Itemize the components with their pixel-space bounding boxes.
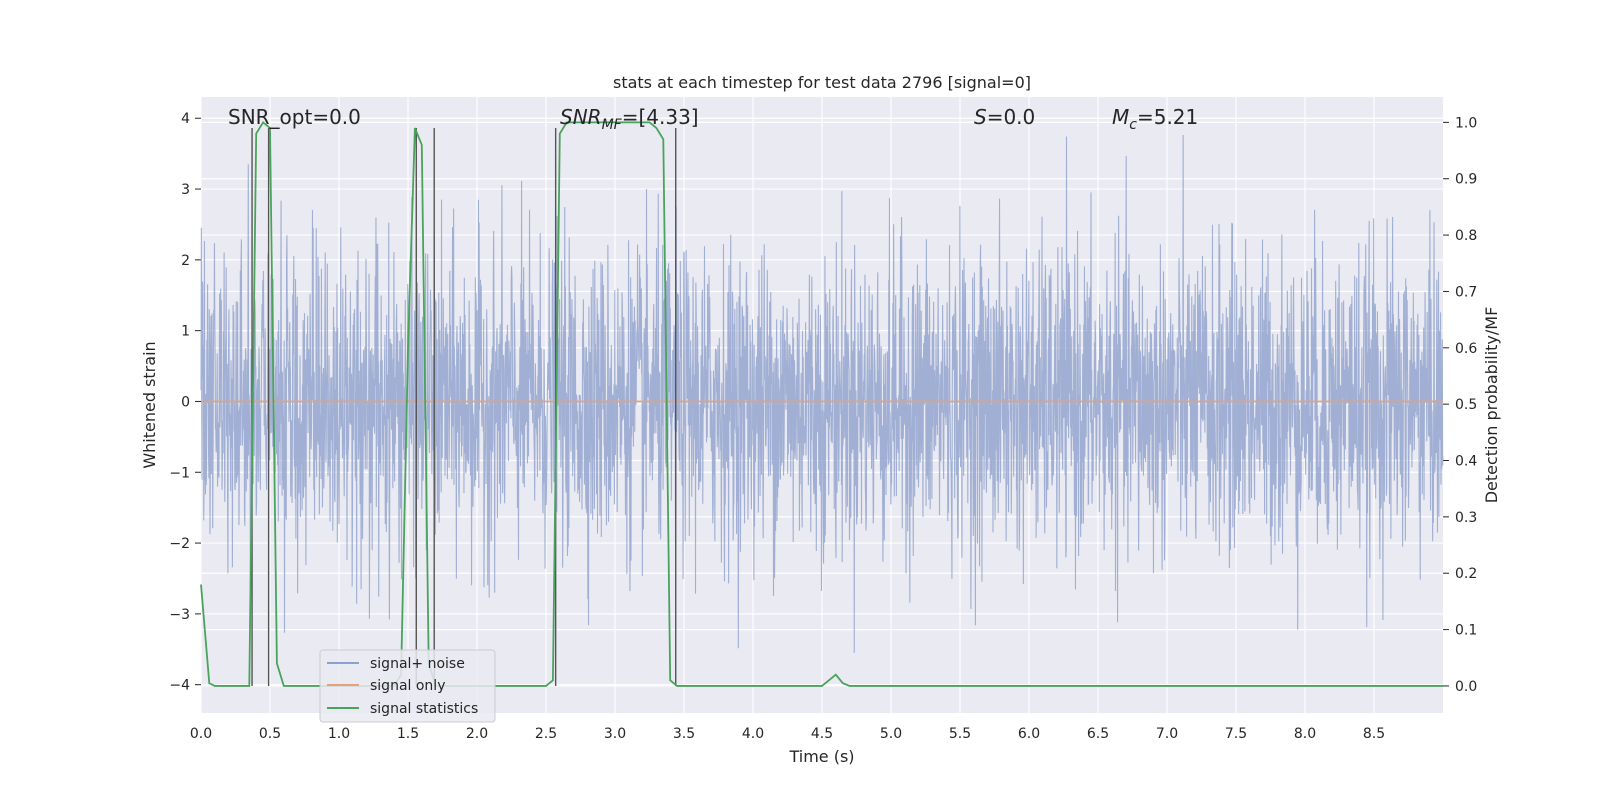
x-tick-label: 1.5 <box>397 726 419 742</box>
y-axis-label: Whitened strain <box>140 341 159 468</box>
y2-tick-label: 0.3 <box>1455 510 1477 526</box>
y-tick-label: 3 <box>181 182 190 198</box>
x-tick-label: 1.0 <box>328 726 350 742</box>
y-tick-label: 1 <box>181 324 190 340</box>
y2-tick-label: 0.8 <box>1455 228 1477 244</box>
x-tick-label: 3.5 <box>673 726 695 742</box>
y-tick-labels: 4 3 2 1 0 −1 −2 −3 −4 <box>169 111 190 693</box>
series-signal-noise <box>200 135 1444 653</box>
annotation-mc: Mc=5.21 <box>1112 105 1198 133</box>
y-tick-label: −2 <box>169 536 190 552</box>
y2-tick-label: 0.0 <box>1455 679 1477 695</box>
annotation-snr-mf-main: SNR <box>560 105 602 129</box>
annotation-mc-rest: =5.21 <box>1137 105 1198 129</box>
x-tick-labels: 0.0 0.5 1.0 1.5 2.0 2.5 3.0 3.5 4.0 4.5 5.0 5.5 6.0 6… <box>190 726 1385 742</box>
legend: signal+ noise signal only signal statist… <box>319 649 496 723</box>
y-tick-label: −1 <box>169 465 190 481</box>
x-tick-label: 6.0 <box>1018 726 1040 742</box>
x-tick-label: 4.0 <box>742 726 764 742</box>
y2-tick-label: 0.9 <box>1455 172 1477 188</box>
y2-tick-label: 0.1 <box>1455 623 1477 639</box>
y2-tick-label: 0.7 <box>1455 284 1477 300</box>
signal-noise-line <box>200 135 1444 653</box>
annotation-s: S=0.0 <box>974 105 1035 129</box>
x-tick-label: 5.5 <box>949 726 971 742</box>
x-tick-label: 2.5 <box>535 726 557 742</box>
legend-label-signal-noise: signal+ noise <box>370 656 465 672</box>
y-tick-label: 2 <box>181 253 190 269</box>
annotations: SNR_opt=0.0 SNRMF=[4.33] S=0.0 Mc=5.21 <box>228 105 1198 133</box>
legend-label-signal-only: signal only <box>370 678 445 694</box>
y2-tick-label: 0.4 <box>1455 454 1477 470</box>
y-tick-label: −4 <box>169 678 190 694</box>
chart-title: stats at each timestep for test data 279… <box>613 73 1031 92</box>
y-tick-label: −3 <box>169 607 190 623</box>
x-tick-label: 8.5 <box>1363 726 1385 742</box>
x-tick-label: 7.5 <box>1225 726 1247 742</box>
annotation-mc-sub: c <box>1129 117 1137 133</box>
x-axis-label: Time (s) <box>788 747 854 766</box>
annotation-mc-main: M <box>1112 105 1129 129</box>
x-tick-label: 5.0 <box>880 726 902 742</box>
event-markers <box>251 127 677 686</box>
y2-tick-label: 0.2 <box>1455 566 1477 582</box>
y2-tick-label: 0.5 <box>1455 397 1477 413</box>
annotation-snr-mf-sub: MF <box>602 117 623 133</box>
y-tick-label: 4 <box>181 111 190 127</box>
x-tick-label: 6.5 <box>1087 726 1109 742</box>
x-tick-label: 7.0 <box>1156 726 1178 742</box>
annotation-snr-mf-rest: =[4.33] <box>622 105 699 129</box>
y2-tick-label: 1.0 <box>1455 115 1477 131</box>
y2-tick-label: 0.6 <box>1455 341 1477 357</box>
x-tick-label: 0.0 <box>190 726 212 742</box>
x-tick-label: 0.5 <box>259 726 281 742</box>
x-tick-label: 3.0 <box>604 726 626 742</box>
legend-label-signal-statistics: signal statistics <box>370 701 478 717</box>
annotation-snr-mf: SNRMF=[4.33] <box>560 105 699 133</box>
y-tick-label: 0 <box>181 394 190 410</box>
annotation-s-rest: =0.0 <box>987 105 1036 129</box>
annotation-s-main: S <box>974 105 987 129</box>
legend-box <box>319 649 496 723</box>
y2-tick-labels: 1.0 0.9 0.8 0.7 0.6 0.5 0.4 0.3 0.2 0.1 0.0 <box>1455 115 1477 695</box>
x-tick-label: 4.5 <box>811 726 833 742</box>
x-tick-label: 2.0 <box>466 726 488 742</box>
annotation-snr-opt: SNR_opt=0.0 <box>228 105 361 129</box>
x-tick-label: 8.0 <box>1294 726 1316 742</box>
y2-axis-label: Detection probability/MF <box>1482 307 1501 504</box>
